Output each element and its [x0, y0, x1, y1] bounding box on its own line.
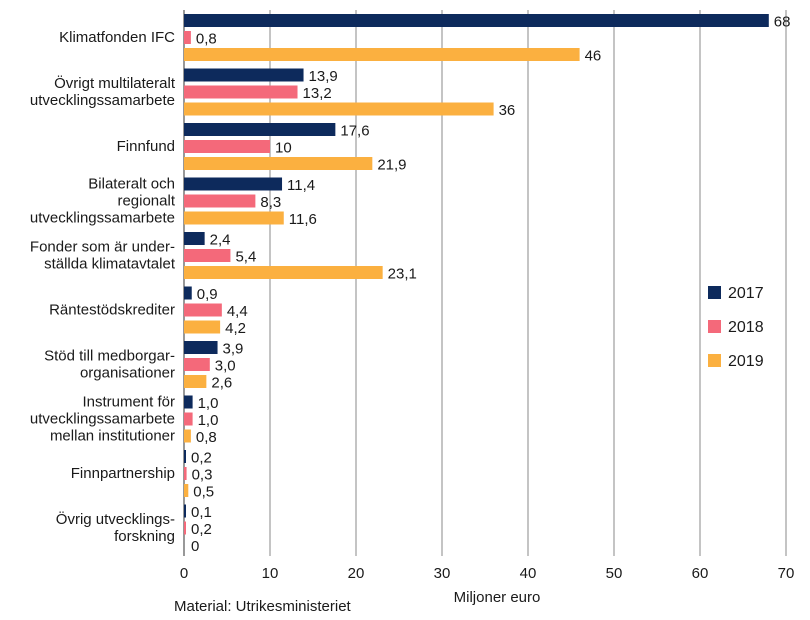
data-label-2018: 1,0 [198, 412, 219, 429]
source-note: Material: Utrikesministeriet [174, 598, 352, 615]
data-label-2017: 0,1 [191, 504, 212, 521]
legend-swatch-2018 [708, 320, 721, 333]
x-tick-label: 0 [180, 565, 188, 582]
category-label: Finnpartnership [71, 465, 175, 482]
data-label-2019: 0,8 [196, 429, 217, 446]
bar-2019 [184, 157, 373, 170]
x-tick-label: 30 [434, 565, 451, 582]
data-label-2019: 0,5 [193, 484, 214, 501]
data-label-2019: 23,1 [388, 266, 417, 283]
x-tick-label: 10 [262, 565, 279, 582]
bar-2017 [184, 450, 186, 463]
bar-2018 [184, 358, 210, 371]
legend-label-2019: 2019 [728, 353, 764, 370]
data-label-2017: 13,9 [309, 68, 338, 85]
bar-2018 [184, 249, 231, 262]
data-label-2019: 0 [191, 538, 199, 555]
data-label-2019: 2,6 [211, 375, 232, 392]
bar-2019 [184, 48, 580, 61]
data-label-2018: 10 [275, 140, 292, 157]
bar-2017 [184, 68, 304, 82]
bar-2018 [184, 140, 270, 153]
bar-2018 [184, 194, 256, 208]
bar-2018 [184, 303, 222, 317]
data-label-2017: 1,0 [198, 395, 219, 412]
data-label-2019: 46 [585, 48, 602, 65]
bar-2017 [184, 123, 336, 136]
bar-2017 [184, 395, 193, 409]
data-label-2017: 0,9 [197, 286, 218, 303]
data-label-2018: 13,2 [303, 85, 332, 102]
data-label-2017: 17,6 [340, 123, 369, 140]
bar-2018 [184, 467, 187, 480]
bar-2018 [184, 31, 191, 44]
x-tick-label: 60 [692, 565, 709, 582]
bar-2017 [184, 286, 192, 300]
bar-2019 [184, 375, 207, 388]
data-label-2018: 5,4 [235, 249, 256, 266]
x-tick-label: 70 [778, 565, 795, 582]
bar-2019 [184, 211, 284, 225]
data-label-2018: 4,4 [227, 303, 248, 320]
category-labels: Klimatfonden IFC Övrigt multilateralt utve… [30, 29, 176, 545]
legend-swatch-2019 [708, 354, 721, 367]
bar-2019 [184, 102, 494, 116]
bar-2017 [184, 14, 769, 27]
x-tick-label: 20 [348, 565, 365, 582]
data-label-2017: 2,4 [210, 232, 231, 249]
data-label-2017: 68 [774, 14, 791, 31]
x-axis-title: Miljoner euro [454, 589, 541, 606]
x-axis-ticks: 0 10 20 30 40 50 60 70 [180, 565, 795, 582]
category-label: Finnfund [117, 138, 175, 155]
legend: 2017 2018 2019 [708, 285, 764, 370]
data-label-2018: 0,2 [191, 521, 212, 538]
legend-label-2017: 2017 [728, 285, 764, 302]
data-label-2019: 11,6 [289, 211, 317, 228]
gridlines [183, 10, 787, 556]
bar-2018 [184, 85, 298, 99]
data-label-2019: 36 [499, 102, 516, 119]
category-label: Stöd till medborgar-organisationer [44, 348, 175, 382]
legend-label-2018: 2018 [728, 319, 764, 336]
data-label-2018: 8,3 [260, 194, 281, 211]
category-label: Klimatfonden IFC [59, 29, 175, 46]
data-label-2018: 0,8 [196, 31, 217, 48]
data-label-2019: 4,2 [225, 320, 246, 337]
data-labels: 68 0,8 46 13,913,2 36 17,6 10 21,9 11,4 8,3 11,6 2,… [191, 14, 790, 556]
legend-swatch-2017 [708, 286, 721, 299]
bar-2017 [184, 504, 186, 518]
bar-2019 [184, 484, 189, 497]
data-label-2017: 0,2 [191, 450, 212, 467]
bars [184, 14, 769, 535]
bar-2018 [184, 412, 193, 426]
bar-2019 [184, 266, 383, 279]
bar-2019 [184, 429, 191, 443]
x-tick-label: 50 [606, 565, 623, 582]
category-label: Övrig utvecklings-forskning [56, 510, 175, 545]
data-label-2019: 21,9 [377, 157, 406, 174]
data-label-2017: 11,4 [287, 177, 315, 194]
category-label: Bilateralt och regionalt utvecklingssamarb… [30, 176, 176, 227]
category-label: Instrument för utvecklingssamarbete mellan… [30, 394, 175, 445]
bar-2017 [184, 177, 283, 191]
data-label-2017: 3,9 [223, 341, 244, 358]
category-label: Övrigt multilateralt utvecklingssamarbete [30, 74, 176, 109]
data-label-2018: 0,3 [192, 467, 213, 484]
bar-2017 [184, 232, 205, 245]
bar-2017 [184, 341, 218, 354]
x-tick-label: 40 [520, 565, 537, 582]
bar-2019 [184, 320, 221, 334]
data-label-2018: 3,0 [215, 358, 236, 375]
bar-2018 [184, 521, 186, 535]
category-label: Räntestödskrediter [49, 302, 175, 319]
category-label: Fonder som är under-ställda klimatavtale… [30, 239, 176, 273]
